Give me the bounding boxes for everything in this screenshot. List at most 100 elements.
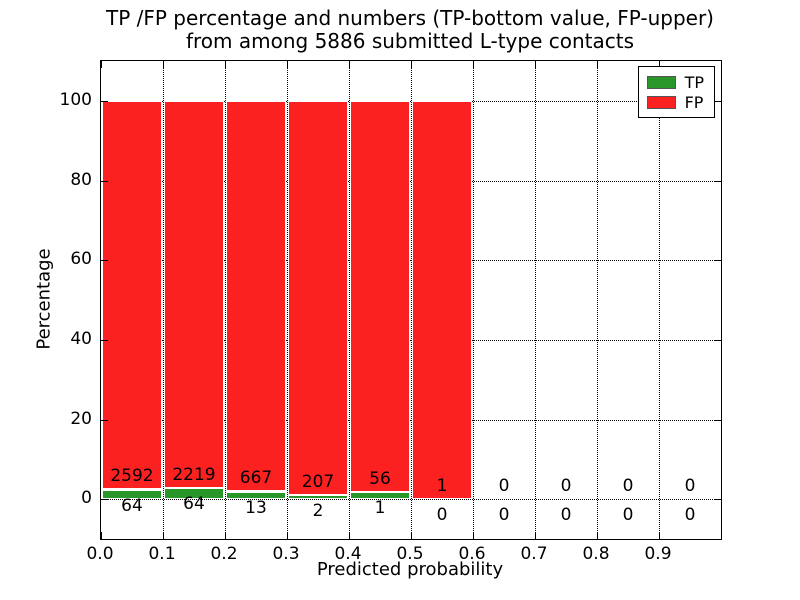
plot-area: TP FP 2592 64 2219 64 667 13 207 2 56 1 1 0 0 0 0 0 0 0 0 0 (100, 60, 722, 540)
tp-count-label-1: 64 (183, 493, 205, 514)
v-gridline-0.6 (473, 61, 474, 539)
bar-fp-2 (226, 100, 286, 492)
v-gridline-0.7 (535, 61, 536, 539)
tp-count-label-6: 0 (498, 505, 510, 526)
y-tick-left-40 (101, 339, 108, 341)
x-tick-label-0.6: 0.6 (458, 544, 486, 564)
x-tick-top-0.8 (597, 61, 598, 68)
bar-tp-4 (350, 492, 410, 500)
x-tick-top-0.5 (411, 61, 412, 68)
tp-count-label-9: 0 (684, 505, 696, 526)
x-tick-bottom-0.4 (349, 532, 350, 539)
y-tick-label-60: 60 (70, 249, 92, 270)
y-tick-left-0 (101, 499, 108, 501)
x-tick-bottom-0.0 (101, 532, 102, 539)
legend-item-tp: TP (646, 72, 704, 92)
fp-count-label-3: 207 (301, 472, 335, 493)
x-tick-bottom-0.8 (597, 532, 598, 539)
x-tick-bottom-0.9 (659, 532, 660, 539)
x-tick-label-0.7: 0.7 (520, 544, 548, 564)
x-tick-bottom-0.3 (287, 532, 288, 539)
v-gridline-0.9 (659, 61, 660, 539)
v-gridline-0.4 (349, 61, 350, 539)
bar-fp-1 (164, 100, 224, 488)
bar-fp-0 (102, 100, 162, 490)
fp-count-label-7: 0 (560, 476, 572, 496)
y-tick-right-80 (714, 180, 721, 182)
bar-tp-2 (226, 491, 286, 500)
x-tick-bottom-0.7 (535, 532, 536, 539)
x-tick-label-0.0: 0.0 (86, 544, 114, 564)
y-tick-left-20 (101, 419, 108, 421)
fp-count-label-6: 0 (498, 476, 510, 496)
y-tick-right-20 (714, 419, 721, 421)
x-tick-label-0.5: 0.5 (396, 544, 424, 564)
v-gridline-0.8 (597, 61, 598, 539)
tp-count-label-2: 13 (245, 497, 267, 518)
y-tick-left-80 (101, 180, 108, 182)
y-tick-right-60 (714, 260, 721, 262)
x-tick-top-0.2 (225, 61, 226, 68)
y-tick-right-0 (714, 499, 721, 501)
chart-title-line2: from among 5886 submitted L-type contact… (185, 29, 635, 53)
y-tick-label-80: 80 (70, 169, 92, 190)
v-gridline-0.5 (411, 61, 412, 539)
v-gridline-0.1 (163, 61, 164, 539)
y-tick-label-20: 20 (70, 408, 92, 429)
fp-legend-label: FP (684, 92, 704, 112)
x-tick-top-0.1 (163, 61, 164, 68)
legend: TP FP (637, 66, 715, 118)
x-tick-top-0.4 (349, 61, 350, 68)
fp-count-label-1: 2219 (172, 464, 216, 485)
y-tick-label-40: 40 (70, 328, 92, 349)
tp-legend-swatch-icon (646, 75, 676, 89)
bar-tp-0 (102, 489, 162, 500)
x-tick-label-0.1: 0.1 (148, 544, 176, 564)
bar-fp-3 (288, 100, 348, 496)
x-tick-top-0.6 (473, 61, 474, 68)
chart-title-line1: TP /FP percentage and numbers (TP-bottom… (106, 6, 714, 30)
v-gridline-0.3 (287, 61, 288, 539)
fp-count-label-0: 2592 (110, 466, 154, 487)
x-tick-label-0.8: 0.8 (582, 544, 610, 564)
tp-legend-label: TP (684, 72, 704, 92)
y-tick-left-60 (101, 260, 108, 262)
x-tick-bottom-0.1 (163, 532, 164, 539)
fp-count-label-4: 56 (369, 469, 391, 489)
tp-count-label-3: 2 (312, 501, 324, 522)
x-tick-top-0.0 (101, 61, 102, 68)
x-tick-bottom-0.6 (473, 532, 474, 539)
fp-legend-swatch-icon (646, 95, 676, 109)
y-tick-right-100 (714, 100, 721, 102)
bar-fp-5 (412, 100, 472, 500)
y-tick-left-100 (101, 100, 108, 102)
x-tick-top-0.7 (535, 61, 536, 68)
tp-count-label-5: 0 (436, 505, 448, 526)
x-tick-label-0.2: 0.2 (210, 544, 238, 564)
v-gridline-0.2 (225, 61, 226, 539)
tp-count-label-0: 64 (121, 495, 143, 516)
x-tick-label-0.9: 0.9 (644, 544, 672, 564)
x-tick-bottom-0.2 (225, 532, 226, 539)
chart-title: TP /FP percentage and numbers (TP-bottom… (100, 7, 720, 53)
tp-count-label-7: 0 (560, 505, 572, 526)
tp-count-label-4: 1 (374, 498, 386, 519)
bar-fp-4 (350, 100, 410, 493)
x-axis-label: Predicted probability (316, 559, 504, 580)
bar-tp-1 (164, 488, 224, 500)
x-tick-top-0.3 (287, 61, 288, 68)
x-tick-top-0.9 (659, 61, 660, 68)
legend-item-fp: FP (646, 92, 704, 112)
tp-count-label-8: 0 (622, 505, 634, 526)
x-tick-label-0.3: 0.3 (272, 544, 300, 564)
y-tick-label-0: 0 (81, 488, 92, 509)
fp-count-label-2: 667 (239, 468, 273, 489)
x-tick-label-0.4: 0.4 (334, 544, 362, 564)
bar-tp-3 (288, 495, 348, 500)
y-tick-right-40 (714, 339, 721, 341)
x-tick-bottom-0.5 (411, 532, 412, 539)
fp-count-label-5: 1 (436, 476, 448, 496)
y-tick-label-100: 100 (59, 89, 92, 110)
fp-count-label-9: 0 (684, 476, 696, 496)
